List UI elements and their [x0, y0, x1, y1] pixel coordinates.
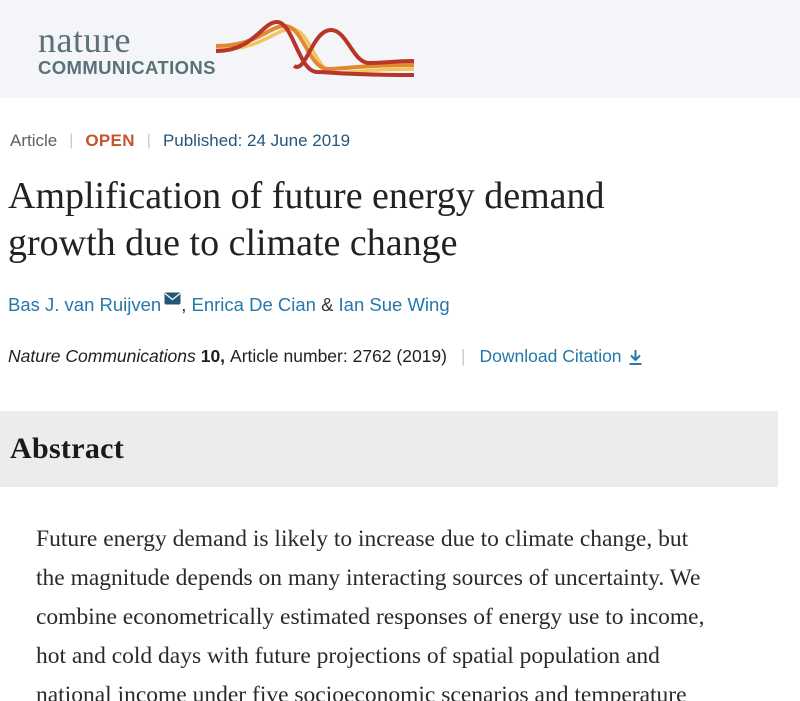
- author-link-1[interactable]: Bas J. van Ruijven: [8, 294, 162, 315]
- author-link-2[interactable]: Enrica De Cian: [191, 294, 316, 315]
- logo-waves-icon: [215, 19, 414, 77]
- author-separator-comma: ,: [181, 294, 187, 315]
- author-separator-ampersand: &: [321, 294, 334, 315]
- abstract-line: hot and cold days with future projection…: [36, 643, 660, 669]
- logo-communications-text: COMMUNICATIONS: [38, 57, 216, 78]
- meta-separator: |: [69, 132, 74, 149]
- citation-line: Nature Communications 10, Article number…: [8, 346, 800, 367]
- site-header: nature COMMUNICATIONS: [0, 0, 800, 98]
- author-link-3[interactable]: Ian Sue Wing: [338, 294, 450, 315]
- abstract-text: Future energy demand is likely to increa…: [36, 520, 780, 701]
- abstract-line: the magnitude depends on many interactin…: [36, 565, 701, 591]
- download-citation-label: Download Citation: [479, 346, 622, 366]
- logo-nature-text: nature: [38, 20, 131, 60]
- published-date: Published: 24 June 2019: [162, 131, 351, 150]
- abstract-line: Future energy demand is likely to increa…: [36, 526, 689, 552]
- download-citation-link[interactable]: Download Citation: [480, 346, 643, 367]
- article-title-line1: Amplification of future energy demand: [8, 175, 605, 217]
- article-title-line2: growth due to climate change: [8, 222, 458, 264]
- meta-separator: |: [146, 132, 151, 149]
- citation-volume: 10,: [200, 346, 226, 366]
- citation-separator: |: [460, 346, 466, 366]
- author-list: Bas J. van Ruijven, Enrica De Cian & Ian…: [8, 292, 800, 316]
- article-title: Amplification of future energy demand gro…: [8, 173, 780, 267]
- abstract-line: combine econometrically estimated respon…: [36, 604, 705, 630]
- wave-red-1: [215, 19, 414, 77]
- article-type-label[interactable]: Article: [10, 131, 58, 150]
- wave-red-2: [292, 27, 414, 69]
- email-icon[interactable]: [164, 292, 181, 305]
- abstract-line: national income under five socioeconomic…: [36, 682, 687, 701]
- abstract-section-header: Abstract: [0, 411, 778, 487]
- citation-article-number: Article number: 2762 (2019): [230, 346, 447, 366]
- abstract-heading: Abstract: [10, 432, 125, 465]
- download-icon: [629, 350, 642, 365]
- journal-logo[interactable]: nature COMMUNICATIONS: [38, 17, 419, 81]
- journal-logo-text: nature COMMUNICATIONS: [38, 20, 216, 79]
- citation-journal-name: Nature Communications: [8, 346, 196, 366]
- open-access-badge: OPEN: [85, 131, 135, 150]
- article-meta: Article | OPEN | Published: 24 June 2019: [10, 131, 800, 151]
- wave-orange: [215, 23, 414, 72]
